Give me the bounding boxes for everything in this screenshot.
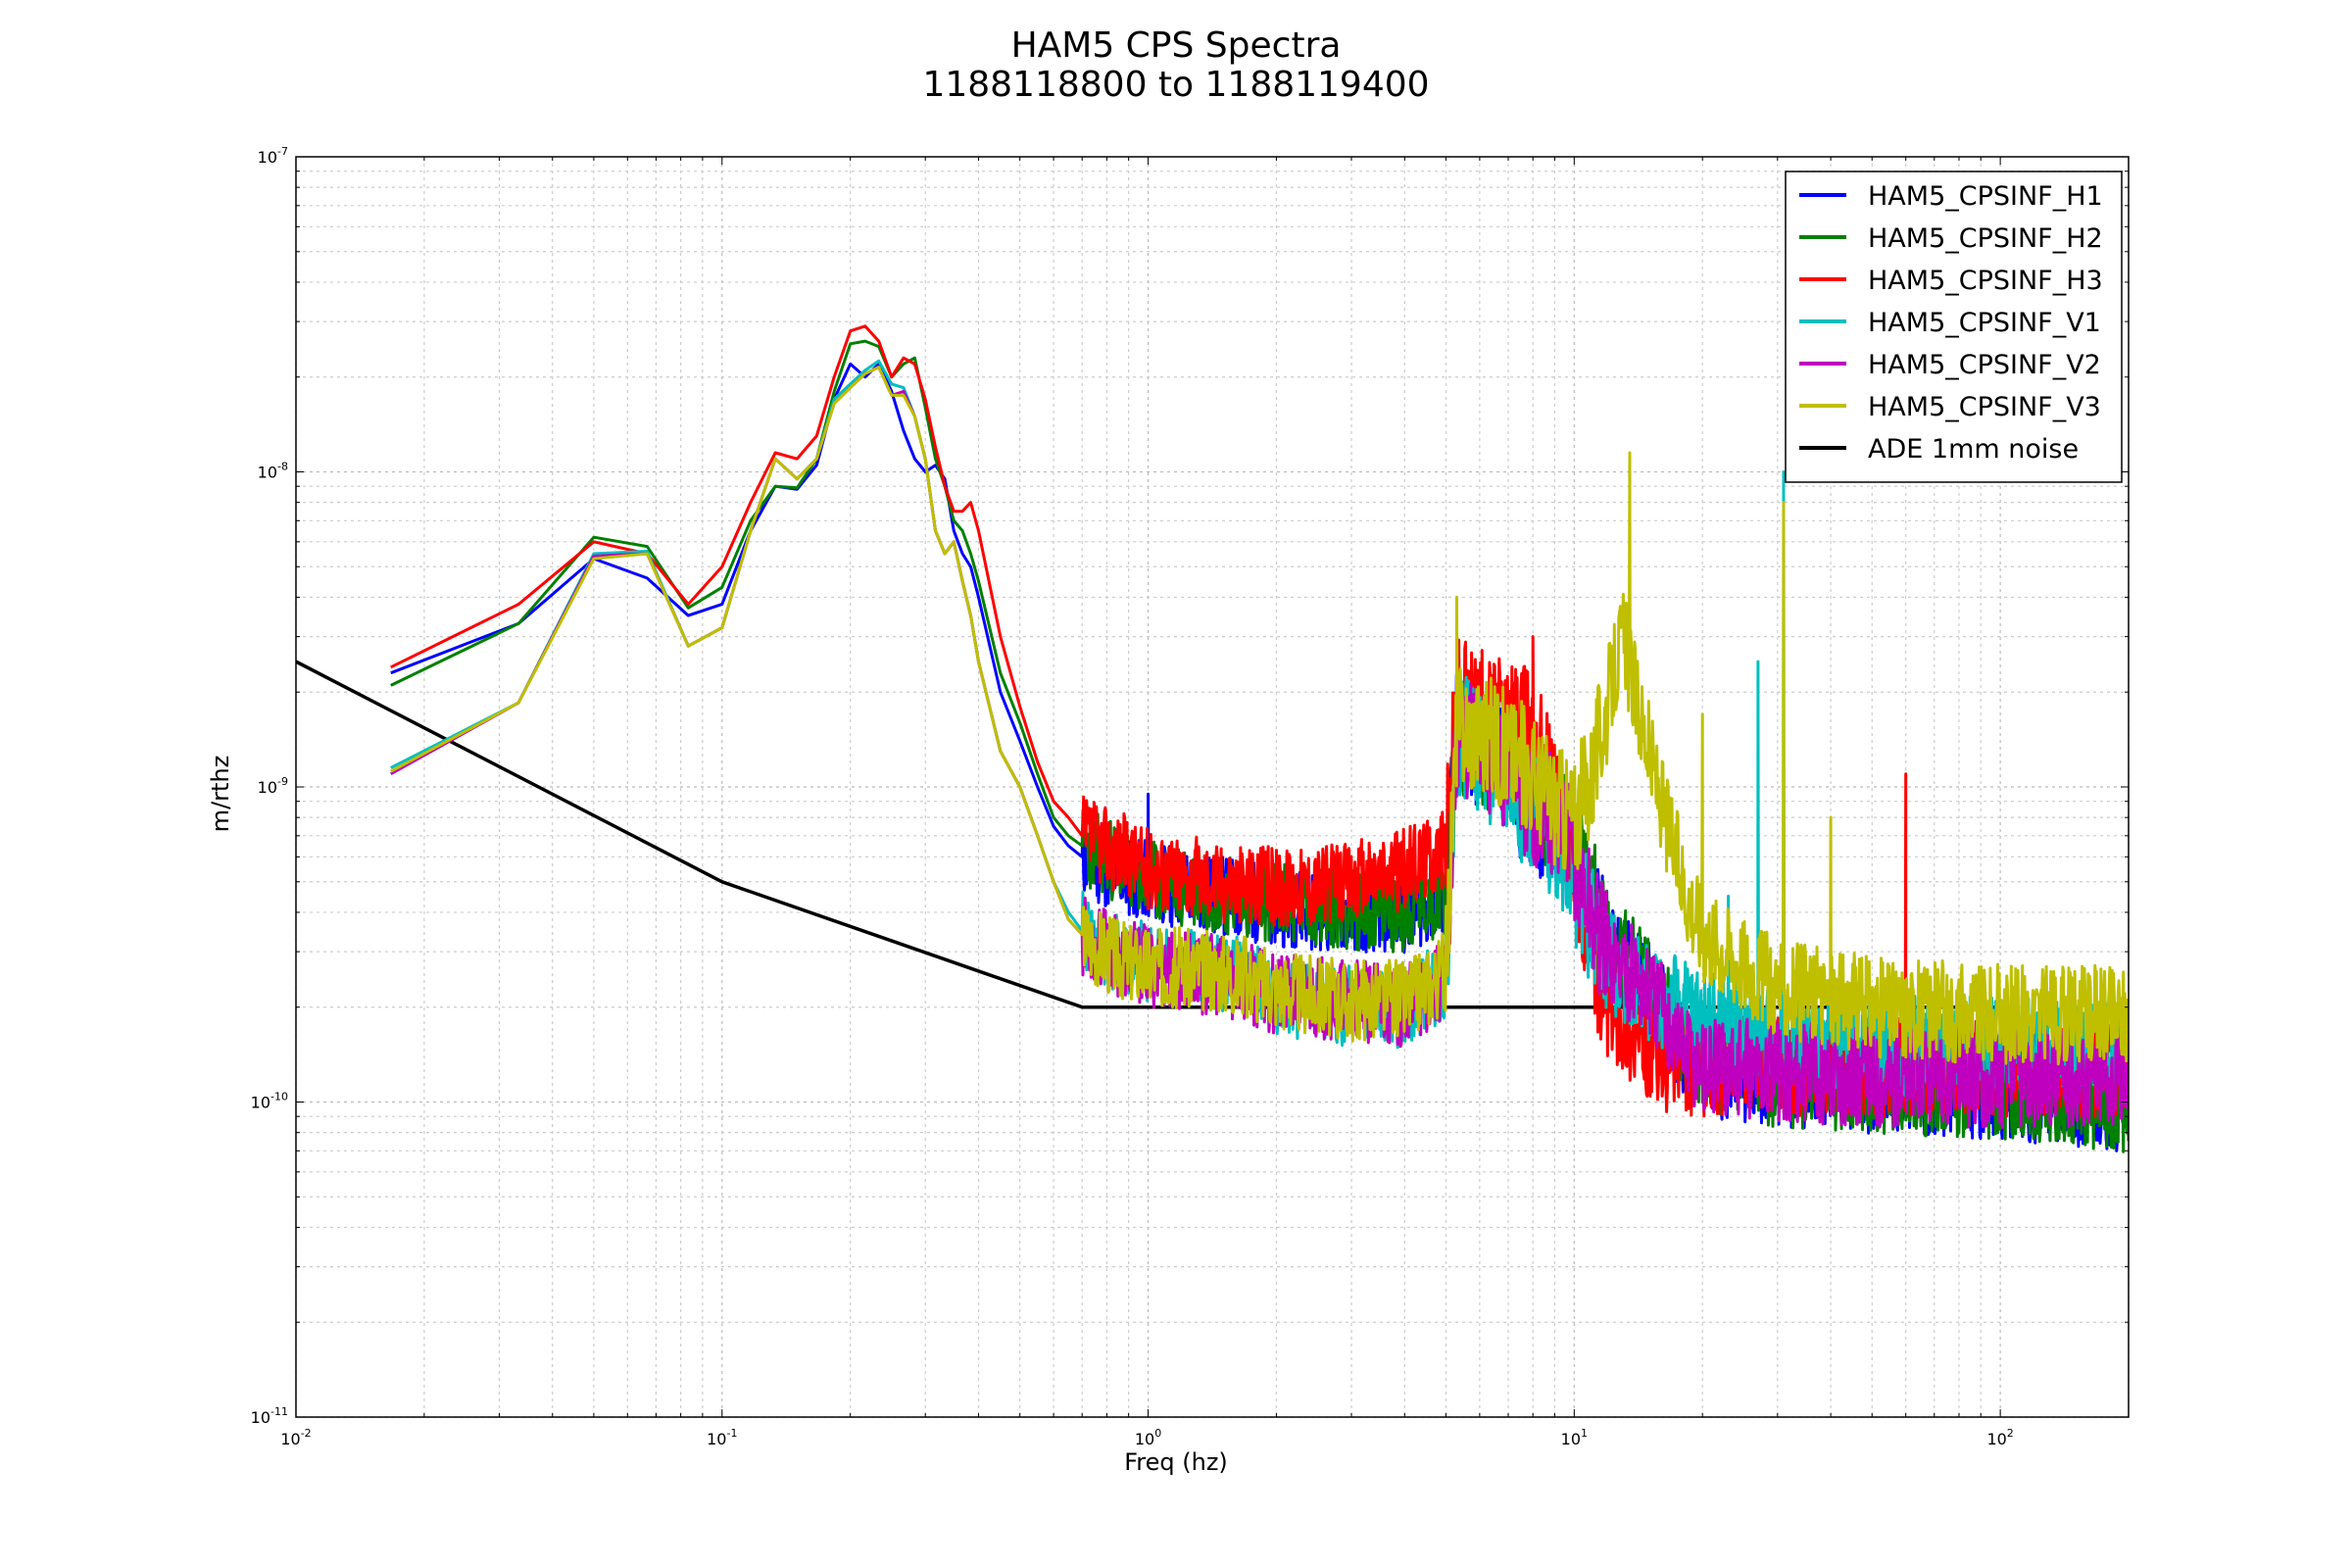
x-tick-label: 10-2 — [280, 1427, 311, 1448]
legend: HAM5_CPSINF_H1 HAM5_CPSINF_H2 HAM5_CPSINF_… — [1785, 171, 2123, 483]
data-lines — [296, 324, 2129, 1153]
grid-lines — [295, 157, 2130, 1418]
legend-label: ADE 1mm noise — [1868, 434, 2079, 465]
axis-ticks — [295, 157, 2130, 1418]
series-line-ade-1mm-noise — [296, 660, 2001, 1009]
legend-label: HAM5_CPSINF_H2 — [1868, 223, 2103, 254]
x-tick-label: 100 — [1135, 1427, 1161, 1448]
series-line-ham5-cpsinf-v3 — [390, 366, 2129, 1066]
y-tick-label: 10-10 — [251, 1091, 288, 1112]
legend-label: HAM5_CPSINF_H3 — [1868, 266, 2103, 296]
chart-subtitle: 1188118800 to 1188119400 — [922, 65, 1430, 105]
legend-label: HAM5_CPSINF_V2 — [1868, 350, 2101, 380]
y-tick-label: 10-8 — [258, 461, 288, 482]
legend-box — [1785, 171, 2123, 483]
x-tick-label: 101 — [1561, 1427, 1588, 1448]
y-tick-label: 10-7 — [258, 145, 288, 167]
legend-label: HAM5_CPSINF_V1 — [1868, 308, 2101, 338]
x-axis-label: Freq (hz) — [1124, 1448, 1228, 1476]
y-tick-label: 10-9 — [258, 775, 288, 797]
y-axis-label: m/rthz — [207, 755, 234, 833]
legend-label: HAM5_CPSINF_V3 — [1868, 392, 2101, 422]
x-tick-label: 102 — [1986, 1427, 2013, 1448]
y-tick-label: 10-11 — [251, 1405, 288, 1427]
chart-title: HAM5 CPS Spectra — [1010, 25, 1342, 66]
legend-label: HAM5_CPSINF_H1 — [1868, 181, 2103, 212]
x-tick-label: 10-1 — [707, 1427, 737, 1448]
